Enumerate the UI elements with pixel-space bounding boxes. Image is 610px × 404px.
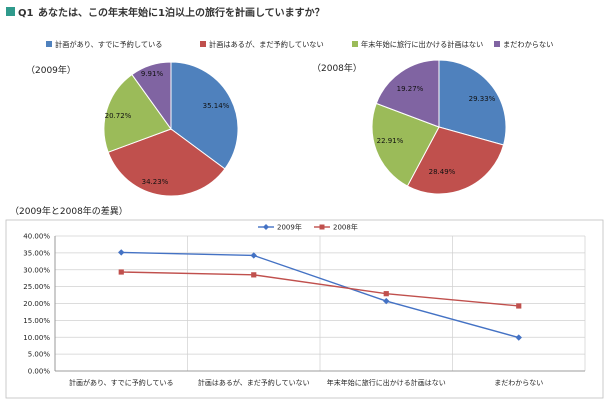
data-point-square	[118, 269, 124, 275]
pie-slice	[131, 61, 172, 131]
line-chart-x-axis: 計画があり、すでに予約している 計画はあるが、まだ予約していない 年末年始に旅行に出…	[69, 378, 543, 387]
x-tick-label: 計画はあるが、まだ予約していない	[198, 378, 310, 387]
line-chart: 0.00% 5.00% 10.00% 15.00% 20.00% 25.00% 30.00%…	[5, 219, 604, 399]
y-tick-label: 0.00%	[28, 368, 51, 376]
x-tick-label: まだわからない	[494, 379, 543, 387]
series-line-2009年	[121, 251, 519, 339]
y-tick-label: 30.00%	[23, 266, 50, 274]
line-chart-series	[118, 249, 522, 341]
pie-2009-title: （2009年）	[26, 64, 76, 76]
pie-slice	[107, 128, 226, 197]
pie-legend: 計画があり、すでに予約している 計画はあるが、まだ予約していない 年末年始に旅行に出…	[46, 40, 553, 49]
pie-slice	[438, 59, 507, 146]
series-line-2008年	[121, 271, 519, 307]
pie-value-label: 20.72%	[105, 112, 132, 120]
question-text: あなたは、この年末年始に1泊以上の旅行を計画していますか？	[38, 6, 325, 19]
y-tick-label: 20.00%	[23, 300, 50, 308]
legend-swatch	[200, 41, 206, 47]
legend-swatch	[46, 41, 52, 47]
pie-value-label: 19.27%	[397, 85, 424, 93]
x-tick-label: 計画があり、すでに予約している	[69, 378, 174, 387]
legend-label: 年末年始に旅行に出かける計画はない	[361, 40, 483, 49]
x-tick-label: 年末年始に旅行に出かける計画はない	[327, 378, 446, 387]
legend-swatch	[352, 41, 358, 47]
pie-slice	[375, 59, 440, 128]
data-point-diamond	[118, 249, 125, 256]
data-point-square	[383, 291, 389, 297]
pie-2008-title: （2008年）	[312, 62, 362, 74]
y-tick-label: 10.00%	[23, 334, 50, 342]
line-chart-legend: 2009年 2008年	[258, 223, 358, 232]
legend-label: 計画があり、すでに予約している	[55, 40, 162, 49]
legend-marker	[263, 224, 269, 230]
pie-legend-item: 年末年始に旅行に出かける計画はない	[352, 40, 483, 49]
data-point-diamond	[250, 252, 257, 259]
legend-label: 2009年	[277, 223, 302, 232]
y-tick-label: 25.00%	[23, 283, 50, 291]
y-tick-label: 5.00%	[28, 351, 51, 359]
question-number: Q1	[18, 8, 34, 19]
pie-legend-item: 計画はあるが、まだ予約していない	[200, 40, 324, 49]
pie-slice	[406, 126, 505, 195]
data-point-square	[516, 303, 522, 309]
legend-swatch	[494, 41, 500, 47]
legend-marker	[319, 224, 325, 230]
pie-slice	[103, 73, 172, 153]
pie-chart-2008: 29.33% 28.49% 22.91% 19.27%	[371, 59, 507, 195]
line-chart-frame	[5, 219, 604, 399]
data-point-square	[251, 272, 257, 278]
y-tick-label: 35.00%	[23, 249, 50, 257]
pie-legend-item: まだわからない	[494, 40, 553, 49]
line-legend-item: 2008年	[314, 223, 358, 232]
comparison-title: （2009年と2008年の差異）	[10, 205, 128, 217]
legend-label: 2008年	[333, 223, 358, 232]
y-tick-label: 40.00%	[23, 233, 50, 241]
pie-slice	[371, 102, 440, 187]
pie-value-label: 35.14%	[203, 102, 230, 110]
data-point-diamond	[515, 334, 522, 341]
pie-slice	[170, 61, 239, 170]
y-tick-label: 15.00%	[23, 317, 50, 325]
legend-label: まだわからない	[503, 40, 553, 49]
pie-value-label: 9.91%	[141, 70, 164, 78]
data-point-diamond	[383, 297, 390, 305]
line-chart-y-axis: 0.00% 5.00% 10.00% 15.00% 20.00% 25.00% 30.00%…	[23, 233, 50, 376]
question-header: Q1 あなたは、この年末年始に1泊以上の旅行を計画していますか？	[6, 6, 325, 19]
legend-label: 計画はあるが、まだ予約していない	[209, 40, 324, 49]
pie-legend-item: 計画があり、すでに予約している	[46, 40, 162, 49]
pie-value-label: 22.91%	[377, 137, 404, 145]
pie-value-label: 34.23%	[142, 178, 169, 186]
question-badge	[6, 7, 15, 16]
pie-value-label: 29.33%	[469, 95, 496, 103]
pie-value-label: 28.49%	[429, 168, 456, 176]
pie-chart-2009: 35.14% 34.23% 20.72% 9.91%	[103, 61, 239, 197]
line-legend-item: 2009年	[258, 223, 302, 232]
